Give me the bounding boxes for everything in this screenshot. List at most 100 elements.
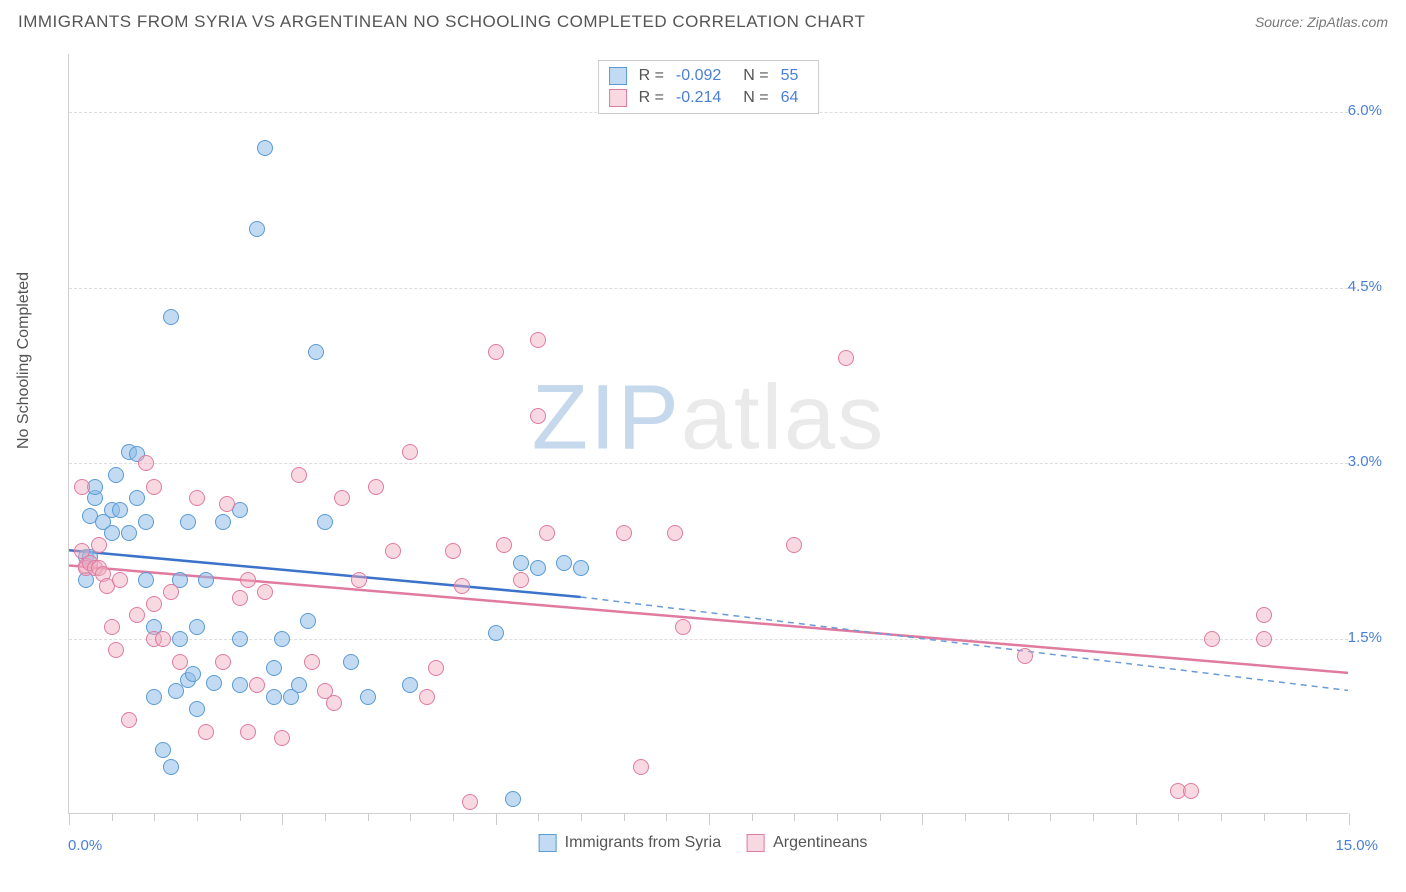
r-label: R = bbox=[639, 67, 664, 85]
data-point bbox=[274, 631, 290, 647]
x-tick bbox=[837, 813, 838, 821]
data-point bbox=[838, 350, 854, 366]
data-point bbox=[112, 572, 128, 588]
x-tick bbox=[496, 813, 497, 825]
data-point bbox=[104, 525, 120, 541]
data-point bbox=[326, 695, 342, 711]
data-point bbox=[334, 490, 350, 506]
swatch-blue-icon bbox=[609, 67, 627, 85]
data-point bbox=[121, 712, 137, 728]
data-point bbox=[112, 502, 128, 518]
x-tick bbox=[666, 813, 667, 821]
x-tick bbox=[752, 813, 753, 821]
x-tick bbox=[1349, 813, 1350, 825]
data-point bbox=[189, 701, 205, 717]
x-tick bbox=[368, 813, 369, 821]
data-point bbox=[1017, 648, 1033, 664]
data-point bbox=[496, 537, 512, 553]
grid-line bbox=[69, 463, 1348, 464]
x-axis-min-label: 0.0% bbox=[68, 837, 102, 854]
data-point bbox=[189, 619, 205, 635]
legend-row-syria: R = -0.092 N = 55 bbox=[609, 65, 809, 87]
data-point bbox=[667, 525, 683, 541]
n-label: N = bbox=[743, 67, 768, 85]
trend-line bbox=[69, 565, 1348, 672]
r-value-syria: -0.092 bbox=[676, 67, 721, 85]
x-tick bbox=[282, 813, 283, 825]
data-point bbox=[240, 724, 256, 740]
data-point bbox=[266, 689, 282, 705]
n-value-argentina: 64 bbox=[781, 89, 799, 107]
data-point bbox=[104, 619, 120, 635]
data-point bbox=[573, 560, 589, 576]
data-point bbox=[163, 309, 179, 325]
data-point bbox=[454, 578, 470, 594]
watermark: ZIPatlas bbox=[532, 366, 885, 471]
data-point bbox=[215, 654, 231, 670]
x-tick bbox=[453, 813, 454, 821]
data-point bbox=[121, 525, 137, 541]
chart-title: IMMIGRANTS FROM SYRIA VS ARGENTINEAN NO … bbox=[18, 12, 865, 32]
data-point bbox=[368, 479, 384, 495]
data-point bbox=[462, 794, 478, 810]
data-point bbox=[172, 631, 188, 647]
y-tick-label: 1.5% bbox=[1348, 629, 1382, 646]
data-point bbox=[163, 759, 179, 775]
chart-container: No Schooling Completed ZIPatlas R = -0.0… bbox=[18, 44, 1388, 854]
data-point bbox=[138, 514, 154, 530]
legend-item-syria: Immigrants from Syria bbox=[539, 834, 721, 852]
r-label: R = bbox=[639, 89, 664, 107]
swatch-pink-icon bbox=[609, 89, 627, 107]
data-point bbox=[633, 759, 649, 775]
x-tick bbox=[709, 813, 710, 825]
data-point bbox=[488, 625, 504, 641]
x-tick bbox=[922, 813, 923, 825]
data-point bbox=[257, 140, 273, 156]
trend-line bbox=[581, 597, 1348, 690]
data-point bbox=[488, 344, 504, 360]
data-point bbox=[215, 514, 231, 530]
x-tick bbox=[880, 813, 881, 821]
watermark-atlas: atlas bbox=[681, 367, 885, 469]
data-point bbox=[675, 619, 691, 635]
x-tick bbox=[325, 813, 326, 821]
y-axis-title: No Schooling Completed bbox=[15, 272, 33, 449]
data-point bbox=[291, 677, 307, 693]
x-tick bbox=[1264, 813, 1265, 821]
data-point bbox=[360, 689, 376, 705]
data-point bbox=[108, 642, 124, 658]
data-point bbox=[343, 654, 359, 670]
data-point bbox=[91, 537, 107, 553]
legend-item-argentina: Argentineans bbox=[747, 834, 867, 852]
header-bar: IMMIGRANTS FROM SYRIA VS ARGENTINEAN NO … bbox=[0, 0, 1406, 40]
n-value-syria: 55 bbox=[781, 67, 799, 85]
data-point bbox=[189, 490, 205, 506]
data-point bbox=[249, 221, 265, 237]
x-tick bbox=[154, 813, 155, 821]
data-point bbox=[240, 572, 256, 588]
x-tick bbox=[965, 813, 966, 821]
x-tick bbox=[624, 813, 625, 821]
data-point bbox=[304, 654, 320, 670]
r-value-argentina: -0.214 bbox=[676, 89, 721, 107]
data-point bbox=[1183, 783, 1199, 799]
legend-label-argentina: Argentineans bbox=[773, 834, 867, 852]
data-point bbox=[505, 791, 521, 807]
data-point bbox=[257, 584, 273, 600]
data-point bbox=[428, 660, 444, 676]
data-point bbox=[530, 560, 546, 576]
data-point bbox=[291, 467, 307, 483]
data-point bbox=[616, 525, 632, 541]
data-point bbox=[530, 408, 546, 424]
data-point bbox=[168, 683, 184, 699]
data-point bbox=[445, 543, 461, 559]
x-tick bbox=[69, 813, 70, 825]
data-point bbox=[146, 479, 162, 495]
data-point bbox=[155, 742, 171, 758]
data-point bbox=[513, 555, 529, 571]
data-point bbox=[108, 467, 124, 483]
data-point bbox=[146, 596, 162, 612]
data-point bbox=[163, 584, 179, 600]
data-point bbox=[138, 455, 154, 471]
data-point bbox=[266, 660, 282, 676]
